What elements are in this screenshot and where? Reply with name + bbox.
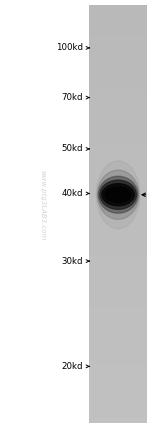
Bar — [89, 78, 147, 83]
Bar — [89, 193, 147, 198]
Bar — [89, 182, 147, 188]
Bar — [89, 109, 147, 115]
Bar — [89, 313, 147, 318]
Bar — [89, 417, 147, 423]
Bar — [89, 114, 147, 120]
Bar — [89, 187, 147, 193]
Bar — [89, 104, 147, 110]
Bar — [89, 349, 147, 355]
Bar — [89, 156, 147, 162]
Text: 30kd: 30kd — [62, 256, 83, 266]
Bar — [89, 52, 147, 57]
Bar — [89, 354, 147, 360]
Bar — [89, 344, 147, 350]
Bar — [89, 67, 147, 73]
Text: 50kd: 50kd — [62, 144, 83, 154]
Bar — [89, 396, 147, 402]
Bar — [89, 235, 147, 240]
Bar — [89, 256, 147, 261]
Bar — [89, 62, 147, 68]
Text: 40kd: 40kd — [62, 189, 83, 198]
Bar — [89, 224, 147, 230]
Ellipse shape — [96, 161, 140, 229]
Bar — [89, 177, 147, 183]
Bar — [89, 302, 147, 308]
Bar — [89, 308, 147, 313]
Bar — [89, 266, 147, 271]
Bar — [89, 15, 147, 21]
Ellipse shape — [98, 176, 138, 213]
Bar — [89, 276, 147, 282]
Bar — [89, 10, 147, 15]
Bar — [89, 334, 147, 339]
Bar — [89, 73, 147, 78]
Bar — [89, 130, 147, 136]
Bar — [89, 125, 147, 131]
Bar — [89, 328, 147, 334]
Bar — [89, 208, 147, 214]
Bar — [89, 31, 147, 36]
Bar — [89, 375, 147, 381]
Text: 20kd: 20kd — [62, 362, 83, 371]
Bar — [89, 119, 147, 125]
Bar — [89, 245, 147, 250]
Bar — [89, 282, 147, 287]
Ellipse shape — [105, 187, 131, 202]
Bar — [89, 391, 147, 397]
Bar — [89, 57, 147, 62]
Bar — [89, 21, 147, 26]
Bar — [89, 412, 147, 418]
Ellipse shape — [102, 184, 134, 206]
Bar — [89, 401, 147, 407]
Ellipse shape — [97, 170, 139, 220]
Bar — [89, 318, 147, 324]
Bar — [89, 339, 147, 345]
Bar — [89, 365, 147, 371]
Bar — [89, 214, 147, 219]
Bar — [89, 161, 147, 167]
Bar — [89, 135, 147, 141]
Bar — [89, 229, 147, 235]
Bar — [89, 99, 147, 104]
Bar — [89, 360, 147, 366]
Bar — [89, 140, 147, 146]
Bar — [89, 219, 147, 224]
Bar — [89, 407, 147, 413]
Bar — [89, 292, 147, 297]
Bar — [89, 93, 147, 99]
Bar — [89, 370, 147, 376]
Bar — [89, 198, 147, 204]
Bar — [89, 240, 147, 245]
Text: 70kd: 70kd — [62, 93, 83, 102]
Bar — [89, 88, 147, 94]
Bar — [89, 287, 147, 292]
Bar — [89, 297, 147, 303]
Bar — [89, 271, 147, 276]
Ellipse shape — [100, 180, 136, 209]
Text: www.ptg3LAB3.com: www.ptg3LAB3.com — [39, 170, 45, 241]
Bar — [89, 26, 147, 31]
Bar — [89, 380, 147, 386]
Bar — [89, 203, 147, 209]
Bar — [89, 83, 147, 89]
Bar — [89, 166, 147, 172]
Bar — [89, 5, 147, 10]
Bar — [89, 386, 147, 392]
Bar — [89, 36, 147, 42]
Bar — [89, 146, 147, 152]
Bar — [89, 250, 147, 256]
Bar — [89, 172, 147, 178]
Text: 100kd: 100kd — [56, 43, 83, 53]
Bar — [89, 323, 147, 329]
Bar — [89, 47, 147, 52]
Bar — [89, 151, 147, 157]
Bar — [89, 261, 147, 266]
Bar — [89, 41, 147, 47]
